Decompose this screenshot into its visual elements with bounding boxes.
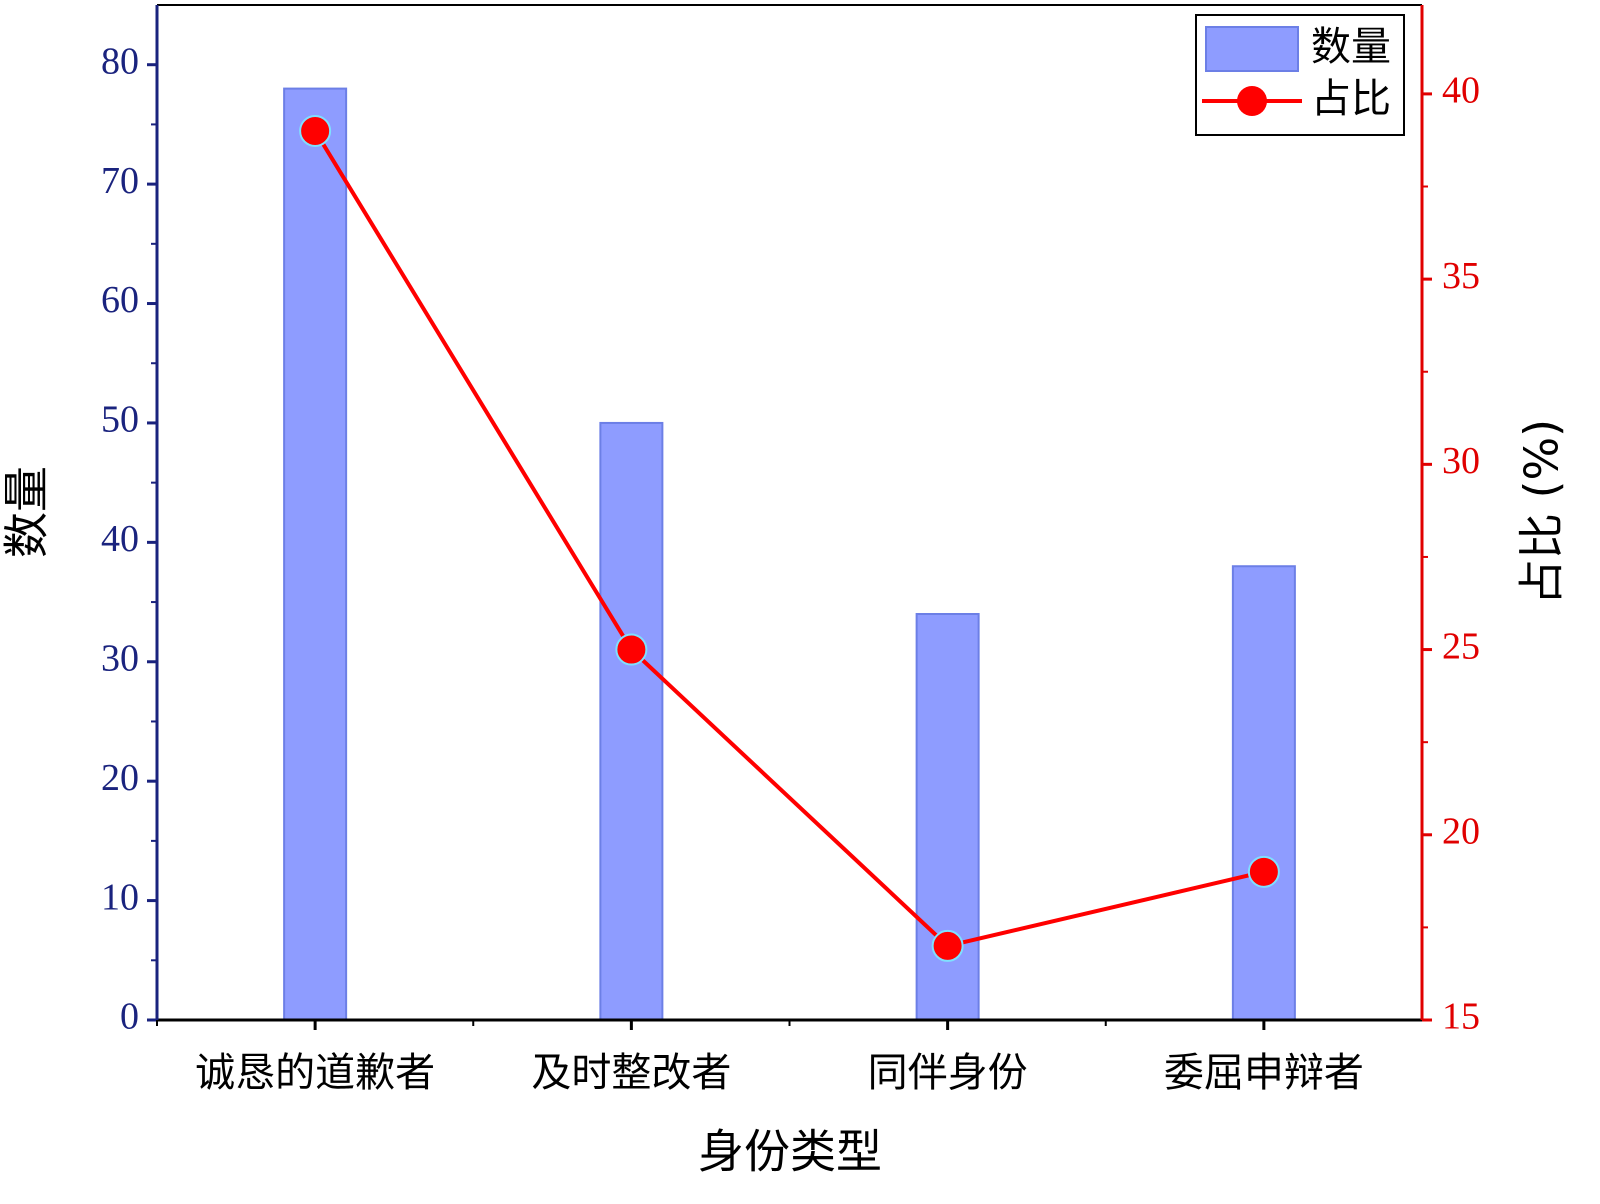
y-axis-title: 数量 bbox=[0, 466, 54, 558]
legend-marker bbox=[1237, 86, 1267, 116]
y-tick-label: 30 bbox=[101, 637, 139, 679]
y-tick-label: 0 bbox=[120, 996, 139, 1038]
x-tick-label: 委屈申辩者 bbox=[1164, 1050, 1364, 1096]
y-tick-label: 70 bbox=[101, 160, 139, 202]
y-tick-label: 60 bbox=[101, 279, 139, 321]
y2-tick-label: 40 bbox=[1442, 70, 1480, 112]
x-tick-label: 同伴身份 bbox=[868, 1050, 1028, 1096]
bar bbox=[599, 421, 664, 1021]
y2-tick-label: 15 bbox=[1442, 996, 1480, 1038]
line bbox=[313, 129, 1265, 949]
y2-tick-label: 30 bbox=[1442, 440, 1480, 482]
marker bbox=[299, 114, 332, 147]
y2-tick-label: 20 bbox=[1442, 810, 1480, 852]
bar bbox=[283, 87, 348, 1021]
marker bbox=[931, 929, 964, 962]
y-tick-label: 50 bbox=[101, 399, 139, 441]
legend-label: 占比 bbox=[1311, 76, 1391, 122]
y-tick-label: 10 bbox=[101, 876, 139, 918]
x-tick-label: 及时整改者 bbox=[531, 1050, 731, 1096]
marker bbox=[1247, 855, 1280, 888]
bar bbox=[1231, 565, 1296, 1021]
y2-axis-title: 占比 (%) bbox=[1515, 419, 1569, 605]
legend-label: 数量 bbox=[1311, 24, 1391, 70]
marker bbox=[615, 633, 648, 666]
y2-tick-label: 25 bbox=[1442, 625, 1480, 667]
y2-tick-label: 35 bbox=[1442, 255, 1480, 297]
y-tick-label: 20 bbox=[101, 757, 139, 799]
x-axis-title: 身份类型 bbox=[698, 1125, 882, 1179]
x-tick-label: 诚恳的道歉者 bbox=[195, 1050, 435, 1096]
legend-swatch bbox=[1205, 26, 1299, 72]
y-tick-label: 40 bbox=[101, 518, 139, 560]
y-tick-label: 80 bbox=[101, 40, 139, 82]
